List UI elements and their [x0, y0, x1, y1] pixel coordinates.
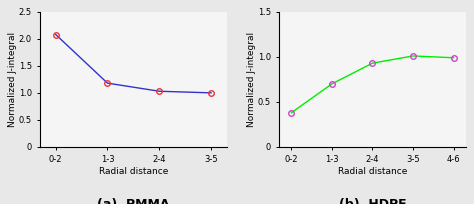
- Y-axis label: Normalized J-integral: Normalized J-integral: [247, 32, 256, 127]
- Text: (b)  HDPE: (b) HDPE: [338, 198, 406, 204]
- X-axis label: Radial distance: Radial distance: [338, 167, 407, 176]
- Y-axis label: Normalized J-integral: Normalized J-integral: [9, 32, 18, 127]
- X-axis label: Radial distance: Radial distance: [99, 167, 168, 176]
- Text: (a)  PMMA: (a) PMMA: [97, 198, 170, 204]
